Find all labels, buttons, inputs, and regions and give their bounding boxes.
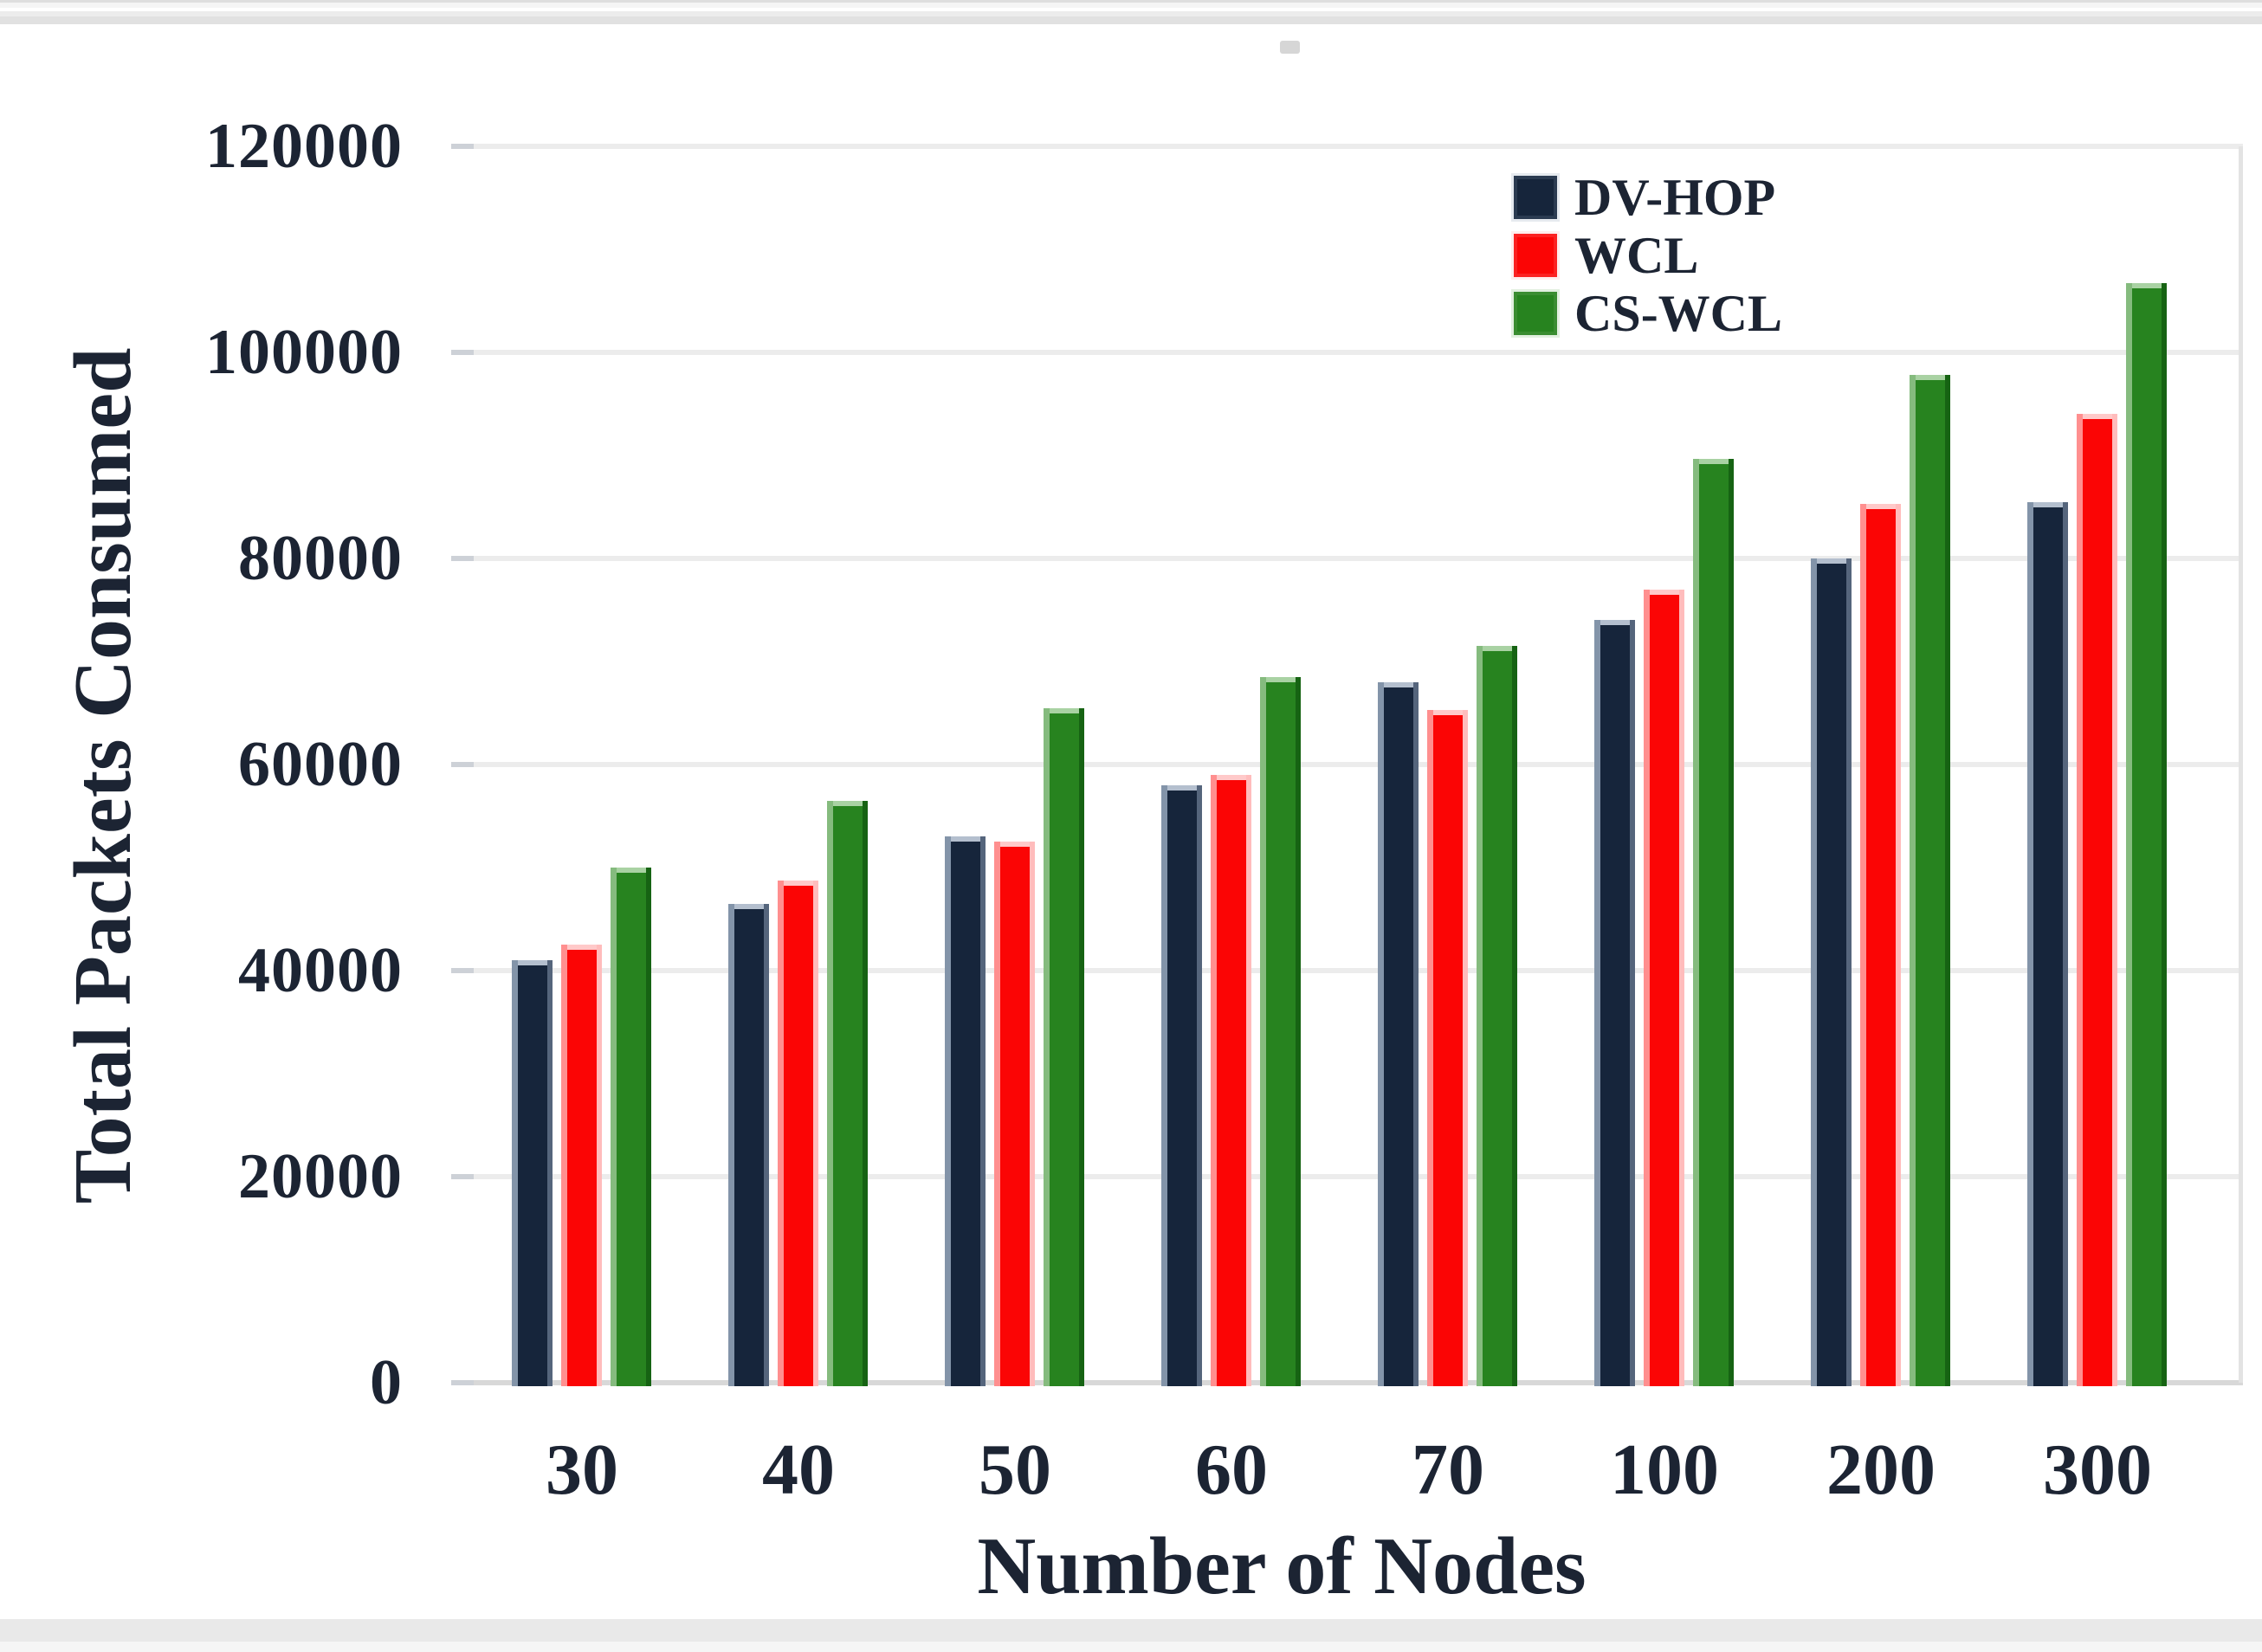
- x-axis-tick-label: 70: [1412, 1429, 1484, 1510]
- y-axis-tick-label: 80000: [238, 523, 403, 594]
- y-axis-tick-label: 120000: [205, 111, 403, 182]
- y-axis-tick-label: 20000: [238, 1141, 403, 1212]
- x-axis-tick-label: 40: [762, 1429, 835, 1510]
- legend: DV-HOP WCL CS-WCL: [1514, 171, 1782, 350]
- x-axis-tick-label: 300: [2043, 1429, 2152, 1510]
- gridline: [474, 1174, 2243, 1179]
- bottom-border-band: [0, 1619, 2262, 1652]
- gridline: [474, 968, 2243, 973]
- bar-wcl-200: [1860, 504, 1901, 1386]
- bar-wcl-70: [1427, 710, 1468, 1386]
- x-axis-tick-label: 50: [979, 1429, 1051, 1510]
- top-border-band: [0, 0, 2262, 24]
- x-axis-tick-label: 100: [1610, 1429, 1719, 1510]
- bar-wcl-50: [994, 842, 1035, 1386]
- bar-dvhop-200: [1811, 558, 1852, 1386]
- x-axis-tick-label: 200: [1826, 1429, 1936, 1510]
- gridline: [474, 762, 2243, 767]
- x-axis-tick-label: 60: [1195, 1429, 1268, 1510]
- bar-dvhop-30: [512, 960, 553, 1386]
- bar-cswcl-40: [827, 801, 868, 1386]
- y-axis-tick: [451, 1380, 474, 1385]
- bar-dvhop-100: [1594, 620, 1635, 1386]
- bar-cswcl-30: [611, 868, 651, 1386]
- bar-cswcl-60: [1260, 677, 1301, 1386]
- bar-dvhop-300: [2027, 502, 2068, 1386]
- legend-label: DV-HOP: [1574, 169, 1776, 226]
- bar-dvhop-60: [1161, 785, 1202, 1386]
- y-axis-tick: [451, 1174, 474, 1179]
- legend-item-wcl: WCL: [1514, 229, 1782, 281]
- legend-swatch: [1514, 292, 1557, 335]
- legend-item-cswcl: CS-WCL: [1514, 287, 1782, 339]
- y-axis-tick: [451, 968, 474, 973]
- x-axis-tick-label: 30: [546, 1429, 618, 1510]
- y-axis-tick-label: 0: [370, 1347, 403, 1418]
- y-axis-tick-label: 60000: [238, 729, 403, 800]
- bar-wcl-40: [778, 881, 818, 1386]
- bar-wcl-30: [561, 945, 602, 1386]
- bar-dvhop-40: [728, 904, 769, 1386]
- bar-cswcl-300: [2126, 283, 2167, 1386]
- bar-dvhop-50: [945, 836, 986, 1386]
- bar-cswcl-100: [1693, 459, 1734, 1386]
- bar-dvhop-70: [1378, 682, 1419, 1386]
- y-axis-tick-label: 100000: [205, 317, 403, 388]
- gridline: [474, 556, 2243, 561]
- legend-label: CS-WCL: [1574, 285, 1783, 342]
- legend-label: WCL: [1574, 227, 1699, 284]
- bar-wcl-100: [1644, 590, 1684, 1386]
- gridline: [474, 350, 2243, 355]
- y-axis-tick-label: 40000: [238, 935, 403, 1006]
- bar-wcl-60: [1211, 775, 1251, 1386]
- legend-swatch: [1514, 234, 1557, 277]
- bar-cswcl-70: [1477, 646, 1517, 1386]
- x-axis-baseline: [474, 1380, 2243, 1385]
- y-axis-tick: [451, 350, 474, 355]
- bar-cswcl-50: [1044, 708, 1084, 1386]
- bar-wcl-300: [2077, 414, 2117, 1386]
- gridline: [474, 144, 2243, 149]
- y-axis-tick: [451, 762, 474, 767]
- x-axis-title: Number of Nodes: [977, 1521, 1587, 1611]
- plot-right-border: [2239, 146, 2243, 1383]
- y-axis-tick: [451, 144, 474, 149]
- legend-item-dvhop: DV-HOP: [1514, 171, 1782, 223]
- legend-swatch: [1514, 176, 1557, 219]
- y-axis-tick: [451, 556, 474, 561]
- bar-cswcl-200: [1910, 375, 1950, 1386]
- top-center-dash: [1280, 41, 1300, 54]
